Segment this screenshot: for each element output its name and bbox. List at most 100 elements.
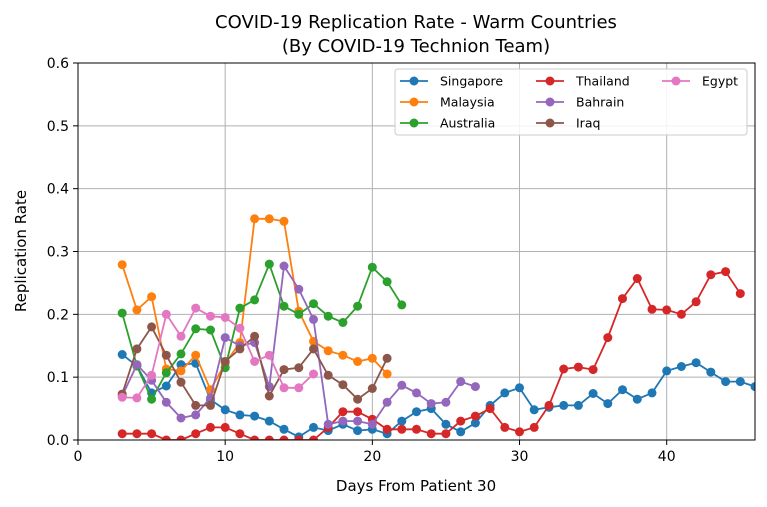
- legend-item-egypt: Egypt: [662, 74, 738, 89]
- y-axis-label: Replication Rate: [12, 190, 30, 312]
- data-point-thailand: [132, 429, 142, 439]
- legend-label: Iraq: [576, 116, 600, 131]
- legend-item-australia: Australia: [400, 116, 495, 131]
- data-point-iraq: [220, 357, 230, 366]
- data-point-thailand: [721, 267, 731, 277]
- chart-title: COVID-19 Replication Rate - Warm Countri…: [215, 12, 617, 33]
- data-point-bahrain: [441, 397, 451, 407]
- data-point-malaysia: [191, 350, 201, 360]
- data-point-iraq: [250, 331, 260, 341]
- data-point-singapore: [676, 362, 686, 371]
- data-point-malaysia: [176, 366, 186, 376]
- data-point-australia: [147, 394, 157, 404]
- data-point-thailand: [735, 289, 745, 299]
- data-point-singapore: [117, 350, 127, 359]
- data-point-bahrain: [338, 416, 348, 426]
- legend-marker: [545, 97, 555, 107]
- data-point-thailand: [309, 435, 318, 440]
- data-point-singapore: [721, 377, 731, 387]
- data-point-australia: [309, 299, 318, 309]
- data-point-thailand: [706, 270, 716, 280]
- data-point-singapore: [397, 416, 407, 426]
- data-point-thailand: [500, 422, 510, 432]
- x-axis-label: Days From Patient 30: [336, 477, 496, 495]
- data-point-thailand: [544, 400, 554, 410]
- data-point-bahrain: [353, 416, 363, 426]
- data-point-iraq: [264, 391, 274, 401]
- data-point-bahrain: [323, 419, 333, 429]
- plot-frame: [77, 62, 756, 441]
- data-point-australia: [382, 277, 392, 287]
- data-point-singapore: [632, 394, 642, 404]
- data-point-bahrain: [397, 380, 407, 390]
- data-point-thailand: [353, 407, 363, 417]
- data-point-singapore: [456, 427, 466, 437]
- data-point-bahrain: [412, 388, 421, 398]
- data-point-thailand: [161, 435, 171, 440]
- data-point-thailand: [206, 422, 215, 432]
- data-point-australia: [250, 295, 260, 305]
- data-point-australia: [338, 318, 348, 327]
- data-point-iraq: [132, 344, 142, 354]
- data-point-singapore: [515, 383, 524, 393]
- data-point-egypt: [309, 369, 318, 379]
- data-point-singapore: [441, 419, 451, 429]
- data-point-australia: [323, 311, 333, 321]
- legend-marker: [409, 76, 419, 86]
- data-point-singapore: [235, 410, 245, 420]
- series-layer: [117, 214, 755, 440]
- data-point-bahrain: [191, 410, 201, 420]
- data-point-bahrain: [220, 333, 230, 343]
- y-tick-label: 0.5: [47, 119, 69, 135]
- data-point-iraq: [191, 400, 201, 410]
- data-point-iraq: [161, 350, 171, 360]
- data-point-australia: [279, 301, 289, 311]
- data-point-thailand: [515, 427, 524, 437]
- data-point-thailand: [279, 435, 289, 440]
- data-point-thailand: [647, 304, 657, 314]
- data-point-singapore: [750, 382, 755, 392]
- x-tick-label: 10: [216, 449, 234, 465]
- data-point-malaysia: [382, 369, 392, 379]
- series-line-thailand: [122, 270, 742, 440]
- legend-box: [394, 68, 748, 136]
- legend-item-thailand: Thailand: [536, 74, 630, 89]
- data-point-bahrain: [456, 377, 466, 387]
- data-point-singapore: [647, 388, 657, 398]
- data-point-thailand: [456, 416, 466, 426]
- series-bahrain: [117, 261, 480, 429]
- series-iraq: [117, 322, 392, 410]
- x-tick-label: 30: [511, 449, 529, 465]
- data-point-iraq: [309, 344, 318, 354]
- data-point-bahrain: [279, 261, 289, 271]
- data-point-thailand: [632, 274, 642, 283]
- series-australia: [117, 259, 407, 404]
- data-point-thailand: [338, 407, 348, 417]
- data-point-malaysia: [147, 292, 157, 302]
- data-point-bahrain: [309, 314, 318, 324]
- data-point-egypt: [235, 323, 245, 333]
- data-point-thailand: [382, 424, 392, 434]
- data-point-singapore: [735, 377, 745, 387]
- legend-item-bahrain: Bahrain: [536, 95, 624, 110]
- legend: Singapore Malaysia Australia Thailand Bahrai…: [394, 68, 748, 136]
- data-point-australia: [367, 262, 377, 272]
- data-point-malaysia: [279, 216, 289, 226]
- data-point-iraq: [367, 384, 377, 393]
- data-point-thailand: [397, 424, 407, 434]
- legend-label: Singapore: [440, 74, 503, 89]
- data-point-egypt: [206, 311, 215, 321]
- data-point-australia: [397, 300, 407, 310]
- data-point-iraq: [294, 363, 304, 373]
- data-point-thailand: [191, 429, 201, 439]
- legend-label: Malaysia: [440, 95, 495, 110]
- legend-item-malaysia: Malaysia: [400, 95, 495, 110]
- data-point-bahrain: [367, 419, 377, 429]
- data-point-bahrain: [426, 399, 436, 409]
- legend-label: Bahrain: [576, 95, 624, 110]
- x-tick-label: 20: [363, 449, 381, 465]
- data-point-australia: [294, 309, 304, 319]
- data-point-singapore: [176, 360, 186, 370]
- data-point-malaysia: [323, 346, 333, 356]
- data-point-singapore: [250, 411, 260, 421]
